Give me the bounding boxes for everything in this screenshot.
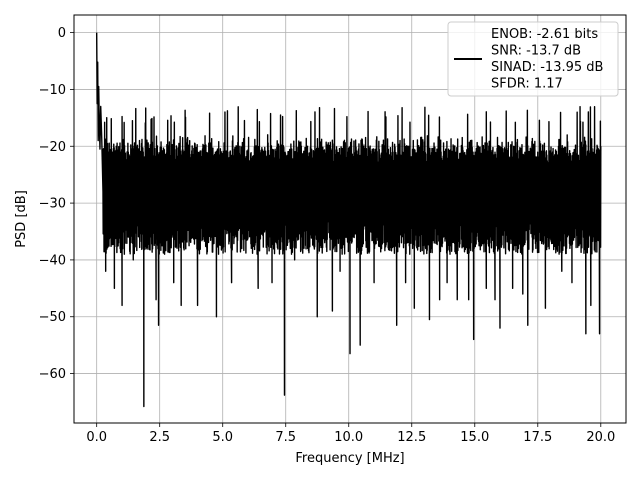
y-tick-label: −20: [39, 140, 66, 155]
y-tick-label: 0: [58, 26, 66, 41]
x-tick-label: 12.5: [397, 430, 426, 445]
legend-sinad: SINAD: -13.95 dB: [491, 60, 603, 75]
y-tick-label: −10: [39, 83, 66, 98]
x-tick-label: 2.5: [149, 430, 170, 445]
y-tick-label: −50: [39, 310, 66, 325]
x-tick-label: 5.0: [212, 430, 233, 445]
legend: ENOB: -2.61 bits SNR: -13.7 dB SINAD: -1…: [447, 21, 619, 97]
y-tick-label: −60: [39, 367, 66, 382]
y-tick-label: −40: [39, 253, 66, 268]
legend-snr: SNR: -13.7 dB: [491, 44, 581, 59]
x-tick-label: 15.0: [460, 430, 489, 445]
x-tick-label: 10.0: [334, 430, 363, 445]
plot-frame: [73, 14, 627, 424]
x-axis-ticks: 0.0 2.5 5.0 7.5 10.0 12.5 15.0 17.5 20.0: [86, 423, 615, 445]
y-tick-label: −30: [39, 197, 66, 212]
y-axis-ticks: 0 −10 −20 −30 −40 −50 −60: [39, 26, 74, 382]
series-psd: [95, 32, 602, 408]
legend-sfdr: SFDR: 1.17: [491, 77, 563, 92]
x-tick-label: 0.0: [86, 430, 107, 445]
legend-box: [447, 21, 619, 97]
y-axis-label: PSD [dB]: [14, 190, 29, 248]
x-tick-label: 20.0: [586, 430, 615, 445]
psd-line: [95, 32, 602, 408]
x-axis-label: Frequency [MHz]: [295, 451, 404, 466]
x-tick-label: 17.5: [523, 430, 552, 445]
legend-enob: ENOB: -2.61 bits: [491, 27, 598, 42]
x-tick-label: 7.5: [275, 430, 296, 445]
